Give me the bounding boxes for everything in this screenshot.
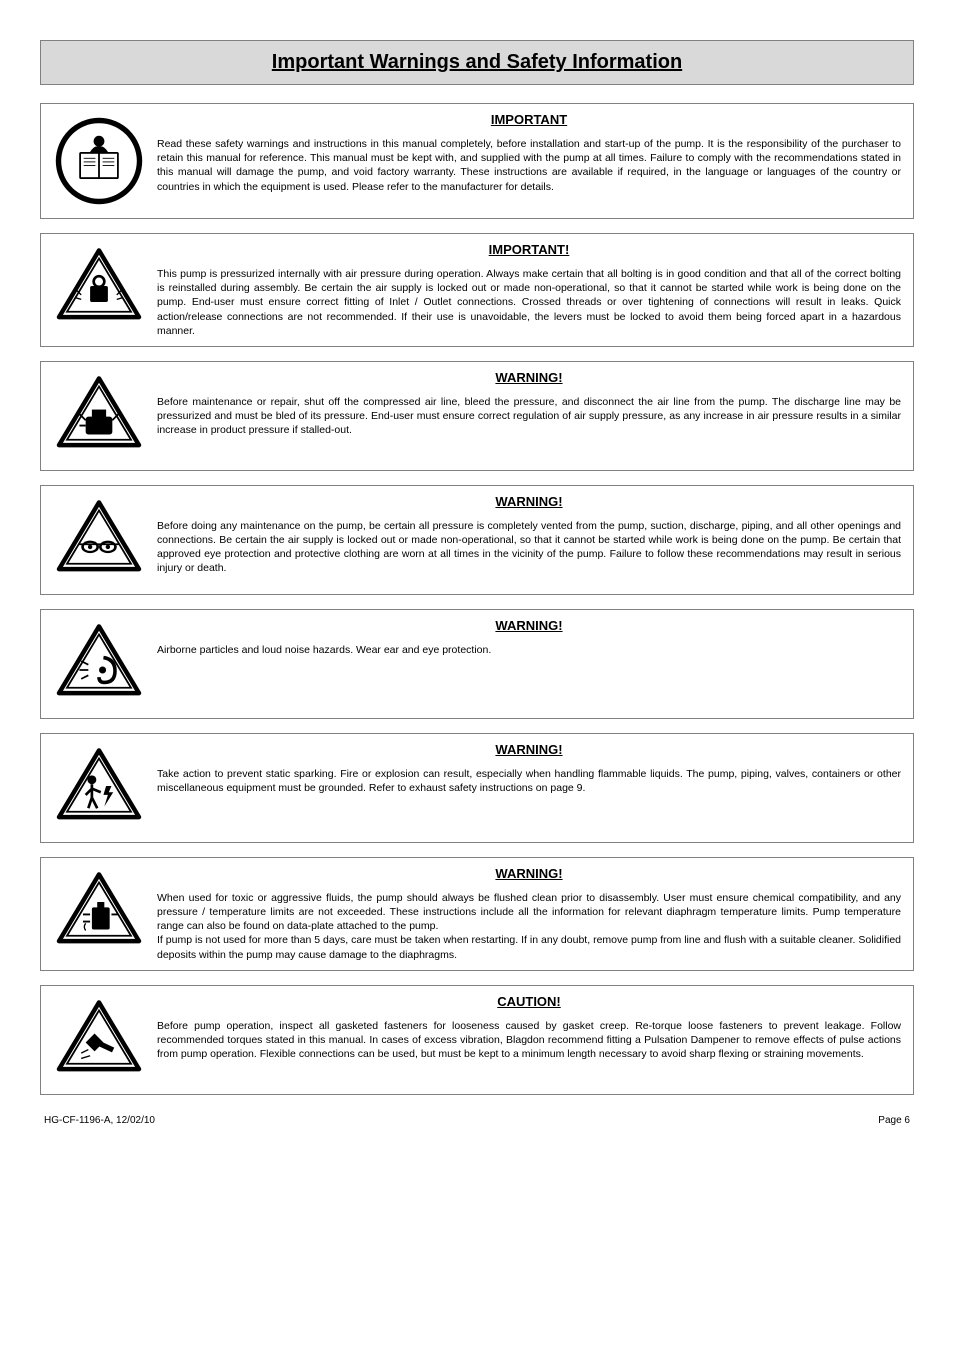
warning-static-icon	[49, 742, 149, 830]
section-heading: WARNING!	[157, 742, 901, 757]
section-heading: WARNING!	[157, 618, 901, 633]
section-heading: IMPORTANT!	[157, 242, 901, 257]
warning-caution-icon	[49, 994, 149, 1082]
section-body: Airborne particles and loud noise hazard…	[157, 643, 901, 657]
section-text: IMPORTANT! This pump is pressurized inte…	[149, 242, 905, 338]
section-body: When used for toxic or aggressive fluids…	[157, 891, 901, 962]
page-title-box: Important Warnings and Safety Informatio…	[40, 40, 914, 85]
page-footer: HG-CF-1196-A, 12/02/10 Page 6	[40, 1115, 914, 1126]
section-caution: CAUTION! Before pump operation, inspect …	[40, 985, 914, 1095]
section-body: Before maintenance or repair, shut off t…	[157, 395, 901, 438]
section-heading: WARNING!	[157, 370, 901, 385]
section-text: WARNING! Airborne particles and loud noi…	[149, 618, 905, 657]
section-body: Take action to prevent static sparking. …	[157, 767, 901, 795]
section-text: WARNING! When used for toxic or aggressi…	[149, 866, 905, 962]
warning-eye-icon	[49, 494, 149, 582]
warning-maintenance-icon	[49, 370, 149, 458]
section-heading: CAUTION!	[157, 994, 901, 1009]
footer-page-number: Page 6	[878, 1115, 910, 1126]
section-important-2: IMPORTANT! This pump is pressurized inte…	[40, 233, 914, 347]
section-body: This pump is pressurized internally with…	[157, 267, 901, 338]
section-text: WARNING! Before maintenance or repair, s…	[149, 370, 905, 438]
section-text: WARNING! Take action to prevent static s…	[149, 742, 905, 795]
section-warning-3: WARNING! Airborne particles and loud noi…	[40, 609, 914, 719]
section-warning-5: WARNING! When used for toxic or aggressi…	[40, 857, 914, 971]
section-warning-1: WARNING! Before maintenance or repair, s…	[40, 361, 914, 471]
page-title: Important Warnings and Safety Informatio…	[51, 51, 903, 74]
section-text: IMPORTANT Read these safety warnings and…	[149, 112, 905, 194]
warning-pressure-icon	[49, 242, 149, 330]
section-warning-4: WARNING! Take action to prevent static s…	[40, 733, 914, 843]
section-body: Read these safety warnings and instructi…	[157, 137, 901, 194]
section-text: CAUTION! Before pump operation, inspect …	[149, 994, 905, 1062]
warning-flush-icon	[49, 866, 149, 954]
footer-doc-id: HG-CF-1196-A, 12/02/10	[44, 1115, 155, 1126]
warning-ear-icon	[49, 618, 149, 706]
section-warning-2: WARNING! Before doing any maintenance on…	[40, 485, 914, 595]
section-body: Before doing any maintenance on the pump…	[157, 519, 901, 576]
section-body: Before pump operation, inspect all gaske…	[157, 1019, 901, 1062]
section-text: WARNING! Before doing any maintenance on…	[149, 494, 905, 576]
section-heading: WARNING!	[157, 866, 901, 881]
read-manual-icon	[49, 112, 149, 210]
section-heading: WARNING!	[157, 494, 901, 509]
section-heading: IMPORTANT	[157, 112, 901, 127]
section-important-1: IMPORTANT Read these safety warnings and…	[40, 103, 914, 219]
